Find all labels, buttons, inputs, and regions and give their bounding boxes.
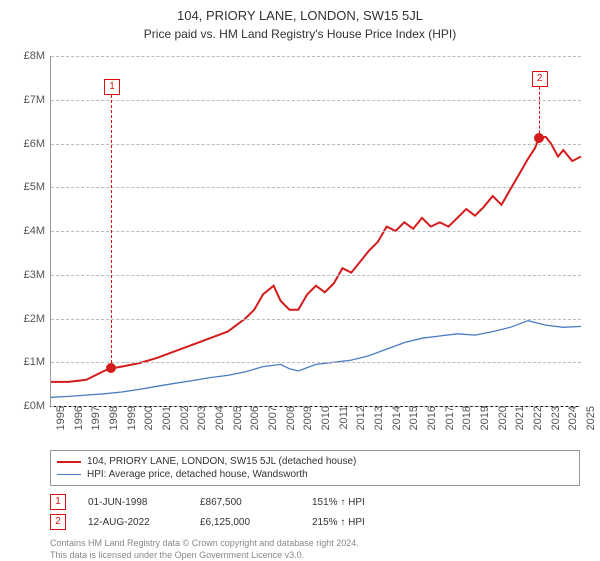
gridline-h	[51, 362, 581, 363]
plot-area: £0M£1M£2M£3M£4M£5M£6M£7M£8M1995199619971…	[50, 56, 581, 407]
credit-line-2: This data is licensed under the Open Gov…	[50, 550, 580, 561]
xtick-label: 2004	[210, 406, 226, 430]
xtick-label: 2015	[404, 406, 420, 430]
legend-row-blue: HPI: Average price, detached house, Wand…	[57, 468, 573, 481]
xtick-label: 2017	[440, 406, 456, 430]
ytick-label: £8M	[24, 50, 51, 62]
xtick-label: 2021	[510, 406, 526, 430]
xtick-label: 1999	[122, 406, 138, 430]
xtick-label: 2007	[263, 406, 279, 430]
marker-line	[539, 87, 540, 139]
xtick-label: 1998	[104, 406, 120, 430]
series-red	[51, 137, 581, 382]
gridline-h	[51, 275, 581, 276]
xtick-label: 2025	[581, 406, 597, 430]
xtick-label: 2002	[175, 406, 191, 430]
xtick-label: 2013	[369, 406, 385, 430]
ytick-label: £6M	[24, 138, 51, 150]
xtick-label: 2008	[281, 406, 297, 430]
gridline-h	[51, 100, 581, 101]
transaction-price: £867,500	[200, 497, 290, 508]
chart-subtitle: Price paid vs. HM Land Registry's House …	[0, 27, 600, 41]
xtick-label: 2000	[139, 406, 155, 430]
xtick-label: 2022	[528, 406, 544, 430]
ytick-label: £7M	[24, 94, 51, 106]
xtick-label: 2019	[475, 406, 491, 430]
transaction-table: 1 01-JUN-1998 £867,500 151% ↑ HPI 2 12-AUG-20…	[50, 492, 580, 532]
xtick-label: 2003	[192, 406, 208, 430]
xtick-label: 2016	[422, 406, 438, 430]
gridline-h	[51, 187, 581, 188]
legend-block: 104, PRIORY LANE, LONDON, SW15 5JL (deta…	[50, 450, 580, 561]
ytick-label: £4M	[24, 225, 51, 237]
chart-container: 104, PRIORY LANE, LONDON, SW15 5JL Price…	[0, 0, 600, 560]
legend-swatch-blue	[57, 474, 81, 475]
legend-row-red: 104, PRIORY LANE, LONDON, SW15 5JL (deta…	[57, 455, 573, 468]
transaction-delta: 215% ↑ HPI	[312, 517, 402, 528]
xtick-label: 2010	[316, 406, 332, 430]
transaction-marker: 2	[50, 514, 66, 530]
transaction-delta: 151% ↑ HPI	[312, 497, 402, 508]
xtick-label: 2011	[334, 406, 350, 430]
marker-label: 2	[532, 71, 548, 87]
gridline-h	[51, 56, 581, 57]
xtick-label: 2001	[157, 406, 173, 430]
xtick-label: 2018	[457, 406, 473, 430]
xtick-label: 2009	[298, 406, 314, 430]
transaction-row: 2 12-AUG-2022 £6,125,000 215% ↑ HPI	[50, 512, 580, 532]
xtick-label: 1996	[69, 406, 85, 430]
credit-line-1: Contains HM Land Registry data © Crown c…	[50, 538, 580, 550]
xtick-label: 1997	[86, 406, 102, 430]
xtick-label: 1995	[51, 406, 67, 430]
xtick-label: 2005	[228, 406, 244, 430]
gridline-h	[51, 144, 581, 145]
xtick-label: 2023	[546, 406, 562, 430]
xtick-label: 2012	[351, 406, 367, 430]
transaction-price: £6,125,000	[200, 517, 290, 528]
series-blue	[51, 321, 581, 398]
legend-label-blue: HPI: Average price, detached house, Wand…	[87, 469, 308, 480]
ytick-label: £1M	[24, 356, 51, 368]
gridline-h	[51, 231, 581, 232]
ytick-label: £5M	[24, 181, 51, 193]
marker-label: 1	[104, 79, 120, 95]
legend-label-red: 104, PRIORY LANE, LONDON, SW15 5JL (deta…	[87, 456, 356, 467]
chart-title: 104, PRIORY LANE, LONDON, SW15 5JL	[0, 0, 600, 23]
ytick-label: £0M	[24, 400, 51, 412]
legend-box: 104, PRIORY LANE, LONDON, SW15 5JL (deta…	[50, 450, 580, 486]
ytick-label: £3M	[24, 269, 51, 281]
ytick-label: £2M	[24, 313, 51, 325]
transaction-date: 12-AUG-2022	[88, 517, 178, 528]
legend-swatch-red	[57, 461, 81, 463]
xtick-label: 2024	[563, 406, 579, 430]
transaction-date: 01-JUN-1998	[88, 497, 178, 508]
xtick-label: 2020	[493, 406, 509, 430]
gridline-h	[51, 319, 581, 320]
xtick-label: 2014	[387, 406, 403, 430]
transaction-marker: 1	[50, 494, 66, 510]
transaction-row: 1 01-JUN-1998 £867,500 151% ↑ HPI	[50, 492, 580, 512]
xtick-label: 2006	[245, 406, 261, 430]
marker-line	[111, 95, 112, 368]
